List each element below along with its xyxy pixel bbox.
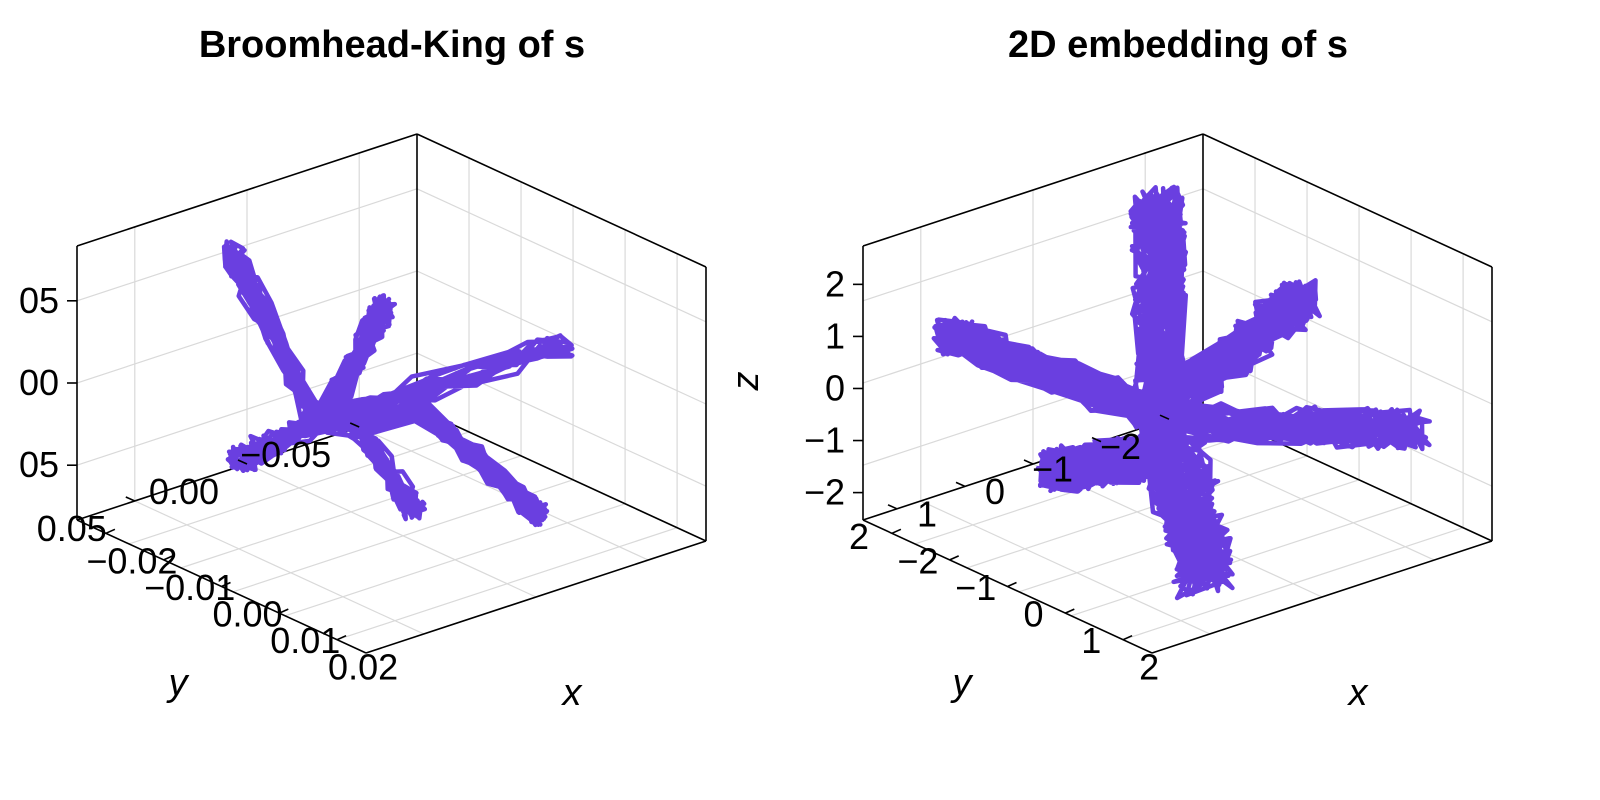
- y-tick-label: −0.05: [240, 434, 331, 475]
- series-lines: [931, 184, 1432, 601]
- grid-line: [134, 500, 425, 635]
- axis-edge: [416, 133, 707, 268]
- panel-title: 2D embedding of s: [1008, 24, 1348, 66]
- x-tick-mark: [221, 581, 231, 588]
- y-tick-mark: [349, 422, 360, 428]
- panel-broomhead-king: Broomhead-King of s −0.02−0.010.000.010.…: [19, 24, 707, 714]
- axis-edge: [76, 133, 418, 247]
- y-tick-label: −2: [1100, 426, 1141, 467]
- axis-edge: [862, 133, 1204, 247]
- grid-line: [76, 270, 418, 384]
- y-axis-label: y: [166, 662, 190, 704]
- y-tick-label: 0.00: [149, 471, 219, 512]
- x-tick-mark: [949, 555, 960, 561]
- grid-line: [1202, 270, 1493, 405]
- x-tick-label: 0.00: [212, 594, 282, 635]
- y-tick-mark: [1159, 414, 1170, 420]
- x-tick-mark: [105, 528, 116, 535]
- y-tick-mark: [1023, 459, 1034, 465]
- y-tick-label: 0.05: [37, 508, 107, 549]
- x-axis-label: x: [561, 672, 584, 714]
- tick-labels: −0.02−0.010.000.010.020.050.00−0.0505000…: [19, 280, 398, 688]
- grid-line: [1202, 188, 1493, 323]
- z-tick-label: 05: [19, 444, 59, 485]
- x-tick-label: 0.02: [328, 647, 398, 688]
- y-tick-label: 2: [849, 516, 869, 557]
- x-tick-label: 0.01: [270, 620, 340, 661]
- x-tick-mark: [891, 528, 902, 535]
- y-tick-mark: [125, 496, 136, 502]
- grid-line: [920, 500, 1211, 635]
- x-tick-label: 2: [1139, 647, 1159, 688]
- x-tick-mark: [1007, 581, 1017, 588]
- panel-title: Broomhead-King of s: [199, 24, 585, 66]
- z-tick-label: 0: [825, 367, 845, 408]
- x-tick-mark: [1122, 634, 1133, 641]
- axis-frame: [862, 133, 1493, 654]
- y-tick-mark: [887, 504, 898, 510]
- z-tick-label: 1: [825, 315, 845, 356]
- y-tick-mark: [955, 481, 966, 488]
- x-tick-label: −1: [955, 567, 996, 608]
- x-tick-label: −0.02: [86, 540, 177, 581]
- x-tick-label: 1: [1081, 620, 1101, 661]
- z-axis-label: z: [725, 372, 767, 392]
- x-tick-mark: [163, 555, 174, 561]
- axis-edge: [416, 407, 707, 542]
- grid-line: [246, 463, 537, 598]
- x-tick-label: −2: [897, 540, 938, 581]
- y-tick-mark: [237, 459, 248, 465]
- grid-line: [416, 188, 707, 323]
- series-lines: [221, 239, 575, 528]
- axis-edge: [365, 540, 707, 654]
- grid-line: [76, 188, 418, 302]
- z-tick-label: 2: [825, 263, 845, 304]
- axis-edge: [1202, 133, 1493, 268]
- y-axis-label: y: [950, 662, 974, 704]
- panel-2d-embedding: 2D embedding of s −2−1012210−1−2210−1−2 …: [725, 24, 1493, 714]
- z-tick-label: −1: [804, 420, 845, 461]
- y-tick-label: −1: [1032, 449, 1073, 490]
- y-tick-mark: [1091, 436, 1102, 443]
- z-tick-label: 00: [19, 362, 59, 403]
- x-axis-label: x: [1347, 672, 1370, 714]
- y-tick-label: 0: [985, 471, 1005, 512]
- z-tick-label: 05: [19, 280, 59, 321]
- x-tick-label: −0.01: [144, 567, 235, 608]
- x-tick-mark: [336, 634, 347, 641]
- x-tick-mark: [278, 608, 289, 614]
- series-line: [931, 184, 1432, 601]
- x-tick-mark: [1064, 608, 1075, 614]
- y-tick-label: 1: [917, 493, 937, 534]
- series-line: [221, 239, 575, 528]
- x-tick-label: 0: [1023, 594, 1043, 635]
- axis-edge: [1151, 540, 1493, 654]
- z-tick-label: −2: [804, 472, 845, 513]
